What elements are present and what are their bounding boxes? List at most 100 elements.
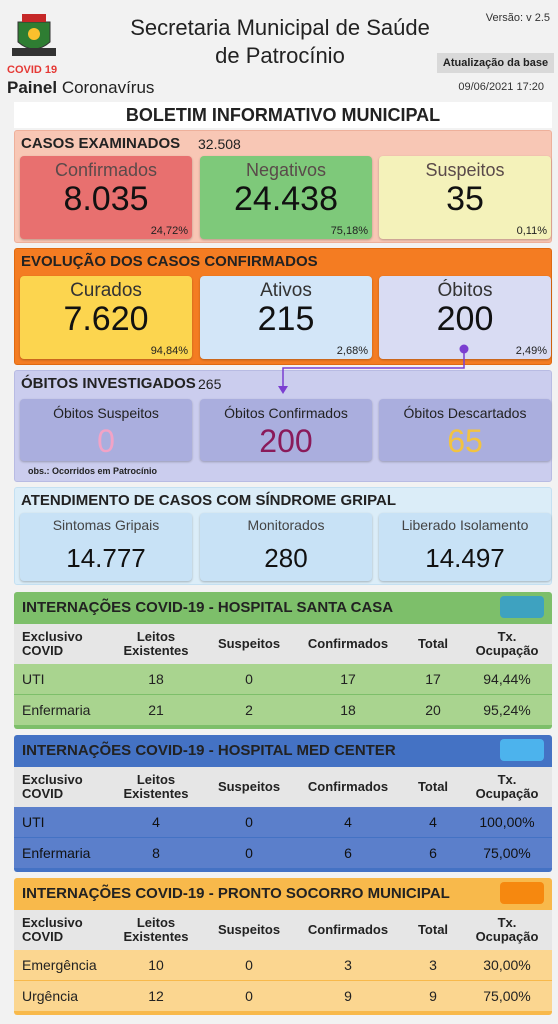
- card-percent: 75,18%: [330, 225, 368, 237]
- table-cell: 0: [206, 838, 292, 868]
- table-cell: 9: [292, 981, 404, 1011]
- table-cell: 95,24%: [462, 695, 552, 725]
- table-cell: Enfermaria: [14, 695, 106, 725]
- table-cell: 0: [206, 950, 292, 980]
- title: Secretaria Municipal de Saúde de Patrocí…: [110, 14, 450, 70]
- card-value: 7.620: [63, 300, 149, 338]
- table: INTERNAÇÕES COVID-19 - HOSPITAL SANTA CA…: [14, 592, 552, 729]
- column-header: Total: [404, 767, 462, 807]
- table-cell: 8: [106, 838, 206, 868]
- card-value: 215: [257, 300, 315, 338]
- section: EVOLUÇÃO DOS CASOS CONFIRMADOS Curados 7.6…: [14, 248, 552, 365]
- table-cell: 3: [404, 950, 462, 980]
- section-total: 32.508: [198, 136, 241, 152]
- card: Liberado Isolamento 14.497: [379, 513, 551, 581]
- column-header: Leitos Existentes: [106, 624, 206, 664]
- table-cell: 4: [292, 807, 404, 837]
- card-label: Óbitos Confirmados: [224, 405, 348, 421]
- section-title: ATENDIMENTO DE CASOS COM SÍNDROME GRIPAL: [21, 492, 397, 509]
- table-cell: 18: [292, 695, 404, 725]
- card: Curados 7.620 94,84%: [20, 276, 192, 359]
- header: COVID 19 Painel Coronavírus Secretaria M…: [0, 0, 558, 100]
- card-percent: 94,84%: [150, 345, 188, 357]
- brand: COVID 19: [7, 64, 58, 76]
- table-cell: 0: [206, 664, 292, 694]
- column-header: Leitos Existentes: [106, 767, 206, 807]
- column-header: Tx. Ocupação: [462, 767, 552, 807]
- card-label: Confirmados: [54, 160, 158, 180]
- panel-name: Coronavírus: [61, 78, 155, 97]
- column-header: Suspeitos: [206, 910, 292, 950]
- card: Óbitos Confirmados 200: [200, 399, 372, 461]
- update-time: 09/06/2021 17:20: [458, 81, 544, 93]
- card-value: 65: [447, 423, 483, 459]
- card-value: 200: [436, 300, 494, 338]
- section-total: 265: [198, 376, 222, 392]
- section-title: EVOLUÇÃO DOS CASOS CONFIRMADOS: [21, 253, 318, 270]
- column-header: Exclusivo COVID: [14, 767, 106, 807]
- bulletin-title: BOLETIM INFORMATIVO MUNICIPAL: [14, 102, 552, 128]
- card-value: 14.497: [425, 543, 505, 573]
- card-value: 200: [259, 423, 313, 459]
- card-percent: 0,11%: [516, 225, 547, 237]
- table-logo: [500, 882, 544, 904]
- section: CASOS EXAMINADOS 32.508 Confirmados 8.035 24…: [14, 130, 552, 243]
- card: Suspeitos 35 0,11%: [379, 156, 551, 239]
- table-cell: 17: [404, 664, 462, 694]
- table-cell: 30,00%: [462, 950, 552, 980]
- table-cell: 94,44%: [462, 664, 552, 694]
- card: Sintomas Gripais 14.777: [20, 513, 192, 581]
- table-cell: 6: [292, 838, 404, 868]
- card-label: Liberado Isolamento: [401, 517, 529, 533]
- version: Versão: v 2.5: [485, 12, 550, 24]
- column-header: Exclusivo COVID: [14, 624, 106, 664]
- column-header: Confirmados: [292, 910, 404, 950]
- table-cell: 75,00%: [462, 838, 552, 868]
- card-value: 0: [97, 423, 115, 459]
- table-cell: Enfermaria: [14, 838, 106, 868]
- table-title: INTERNAÇÕES COVID-19 - PRONTO SOCORRO MU…: [22, 885, 450, 902]
- table-cell: Urgência: [14, 981, 106, 1011]
- table-logo: [500, 739, 544, 761]
- card-value: 24.438: [234, 180, 338, 218]
- card-label: Sintomas Gripais: [52, 517, 160, 533]
- section: ATENDIMENTO DE CASOS COM SÍNDROME GRIPAL…: [14, 487, 552, 585]
- column-header: Suspeitos: [206, 624, 292, 664]
- card: Negativos 24.438 75,18%: [200, 156, 372, 239]
- table-cell: 3: [292, 950, 404, 980]
- card: Óbitos Suspeitos 0: [20, 399, 192, 461]
- card-value: 35: [446, 180, 484, 218]
- table-cell: UTI: [14, 807, 106, 837]
- table-cell: Emergência: [14, 950, 106, 980]
- table-cell: UTI: [14, 664, 106, 694]
- title-line: de Patrocínio: [215, 43, 345, 68]
- column-header: Confirmados: [292, 624, 404, 664]
- table-title: INTERNAÇÕES COVID-19 - HOSPITAL MED CENT…: [22, 742, 396, 759]
- table-cell: 12: [106, 981, 206, 1011]
- table-cell: 0: [206, 807, 292, 837]
- card-label: Ativos: [260, 280, 312, 301]
- table-cell: 21: [106, 695, 206, 725]
- table-cell: 4: [106, 807, 206, 837]
- column-header: Total: [404, 910, 462, 950]
- card-value: 8.035: [63, 180, 149, 218]
- column-header: Confirmados: [292, 767, 404, 807]
- card-percent: 2,68%: [336, 345, 368, 357]
- table-cell: 18: [106, 664, 206, 694]
- column-header: Tx. Ocupação: [462, 910, 552, 950]
- table-cell: 9: [404, 981, 462, 1011]
- card-value: 14.777: [66, 543, 146, 573]
- title-line: Secretaria Municipal de Saúde: [130, 15, 430, 40]
- card: Monitorados 280: [200, 513, 372, 581]
- section-title: CASOS EXAMINADOS: [21, 135, 181, 152]
- table-cell: 17: [292, 664, 404, 694]
- update-label: Atualização da base: [437, 53, 554, 73]
- card: Confirmados 8.035 24,72%: [20, 156, 192, 239]
- card: Óbitos 200 2,49%: [379, 276, 551, 359]
- column-header: Total: [404, 624, 462, 664]
- column-header: Leitos Existentes: [106, 910, 206, 950]
- card-value: 280: [264, 543, 308, 573]
- panel-bold: Painel: [7, 78, 58, 97]
- card-label: Óbitos: [437, 280, 493, 301]
